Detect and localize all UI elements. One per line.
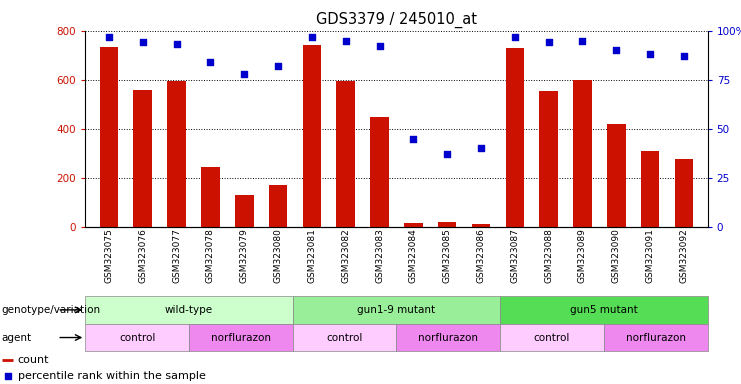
Text: genotype/variation: genotype/variation: [1, 305, 101, 315]
Bar: [607, 124, 625, 227]
Point: [170, 41, 182, 48]
Point: [542, 40, 554, 46]
Bar: [302, 45, 321, 227]
Point: [373, 43, 385, 50]
Point: [509, 33, 521, 40]
Point: [205, 59, 216, 65]
Text: wild-type: wild-type: [165, 305, 213, 315]
Bar: [404, 223, 422, 227]
Bar: [472, 225, 491, 227]
Bar: [641, 151, 659, 227]
Text: gun5 mutant: gun5 mutant: [570, 305, 638, 315]
Bar: [269, 185, 288, 227]
Bar: [500, 324, 604, 351]
Bar: [438, 222, 456, 227]
Bar: [167, 81, 186, 227]
Text: control: control: [534, 333, 571, 343]
Point: [678, 53, 690, 59]
Bar: [539, 91, 558, 227]
Bar: [293, 324, 396, 351]
Text: norflurazon: norflurazon: [211, 333, 270, 343]
Bar: [500, 296, 708, 324]
Bar: [505, 48, 524, 227]
Bar: [604, 324, 708, 351]
Bar: [396, 324, 500, 351]
Point: [103, 33, 115, 40]
Bar: [674, 159, 694, 227]
Text: agent: agent: [1, 333, 32, 343]
Point: [137, 40, 149, 46]
Point: [644, 51, 656, 57]
Point: [441, 151, 453, 157]
Point: [272, 63, 284, 69]
Bar: [189, 324, 293, 351]
Bar: [574, 80, 592, 227]
Point: [408, 136, 419, 142]
Text: count: count: [18, 354, 50, 364]
Bar: [336, 81, 355, 227]
Point: [475, 146, 487, 152]
Text: gun1-9 mutant: gun1-9 mutant: [357, 305, 436, 315]
Bar: [235, 195, 253, 227]
Text: control: control: [119, 333, 156, 343]
Bar: [99, 47, 119, 227]
Point: [239, 71, 250, 77]
Point: [576, 38, 588, 44]
Bar: [133, 89, 152, 227]
Bar: [85, 324, 189, 351]
Bar: [201, 167, 219, 227]
Bar: [370, 117, 389, 227]
Text: percentile rank within the sample: percentile rank within the sample: [18, 371, 206, 381]
Point: [611, 47, 622, 53]
Point: [340, 38, 352, 44]
Bar: [293, 296, 500, 324]
Text: norflurazon: norflurazon: [419, 333, 478, 343]
Text: control: control: [326, 333, 363, 343]
Text: norflurazon: norflurazon: [626, 333, 685, 343]
Title: GDS3379 / 245010_at: GDS3379 / 245010_at: [316, 12, 477, 28]
Point: [306, 33, 318, 40]
Bar: [85, 296, 293, 324]
Point: [1, 373, 13, 379]
